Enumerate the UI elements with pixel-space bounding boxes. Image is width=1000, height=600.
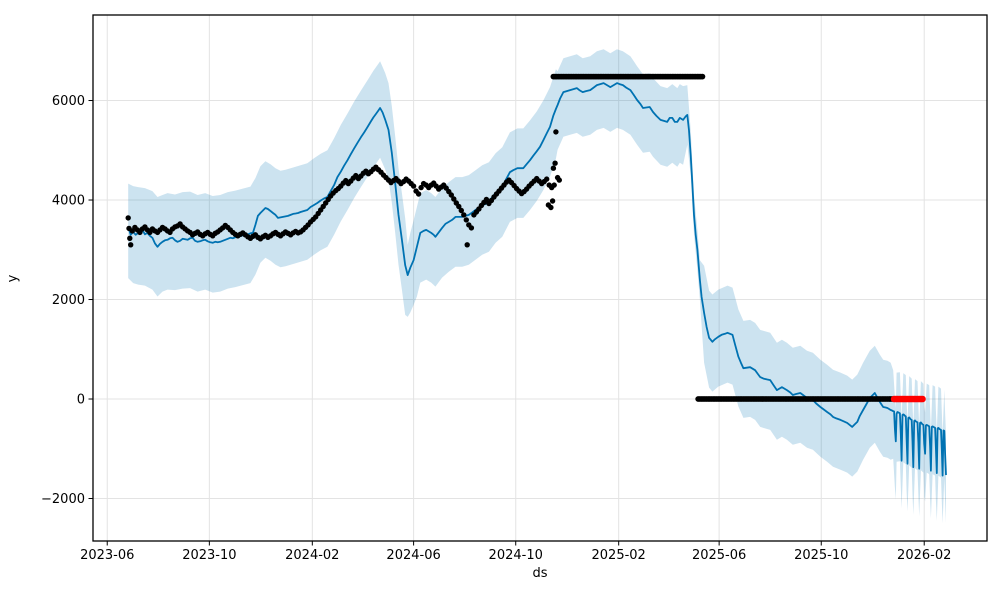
actual-point xyxy=(410,183,417,189)
axes-layer: 2023-06 2023-10 2024-02 2024-06 2024-10 2025-… xyxy=(41,14,988,563)
forecast-line xyxy=(127,82,947,477)
actual-point xyxy=(458,207,464,214)
x-tick-label: 2024-10 xyxy=(489,548,543,563)
actual-point xyxy=(548,204,554,211)
actual-point xyxy=(125,215,131,221)
actual-point xyxy=(456,203,462,210)
y-tick-label: 6000 xyxy=(52,94,85,109)
y-tick-label: 2000 xyxy=(52,293,85,308)
x-tick-label: 2024-06 xyxy=(386,548,440,563)
actual-point xyxy=(128,242,134,248)
y-tick-label: −2000 xyxy=(41,492,85,507)
forecast-line-layer xyxy=(127,82,947,477)
grid-layer xyxy=(93,15,987,541)
plot-border xyxy=(92,14,988,542)
actual-point xyxy=(556,177,562,183)
actual-point xyxy=(549,198,556,204)
x-tick-label: 2025-06 xyxy=(692,548,746,563)
actual-point xyxy=(550,165,557,171)
y-axis-label: y xyxy=(5,274,21,283)
uncertainty-band-layer xyxy=(128,49,946,524)
actual-point xyxy=(464,242,470,248)
actual-point xyxy=(551,182,557,188)
anomaly-points-layer xyxy=(890,395,926,403)
x-tick-label: 2025-02 xyxy=(592,548,646,563)
actual-point xyxy=(483,196,490,203)
actual-point xyxy=(468,225,475,231)
uncertainty-band xyxy=(128,49,946,524)
actual-point xyxy=(553,129,559,135)
actual-points-layer xyxy=(125,129,562,248)
actual-point xyxy=(461,212,467,218)
x-tick-label: 2023-10 xyxy=(182,548,236,563)
x-axis-label: ds xyxy=(532,566,548,581)
actual-point xyxy=(552,160,558,166)
actual-point xyxy=(448,192,454,198)
x-tick-label: 2026-02 xyxy=(897,548,951,563)
y-tick-label: 4000 xyxy=(52,194,85,209)
actual-point xyxy=(451,196,457,202)
actual-point xyxy=(415,191,422,197)
high-row-points-layer xyxy=(550,73,706,80)
x-tick-label: 2024-02 xyxy=(285,548,339,563)
actual-point xyxy=(463,217,469,223)
actual-point xyxy=(544,176,550,182)
actual-point xyxy=(418,184,424,191)
actual-point-high-row xyxy=(699,73,706,80)
x-tick-label: 2025-10 xyxy=(794,548,848,563)
y-tick-label: 0 xyxy=(77,393,85,408)
x-tick-label: 2023-06 xyxy=(80,548,134,563)
anomaly-point xyxy=(919,395,926,403)
actual-point xyxy=(127,235,133,241)
zero-row-points-layer xyxy=(695,396,896,402)
